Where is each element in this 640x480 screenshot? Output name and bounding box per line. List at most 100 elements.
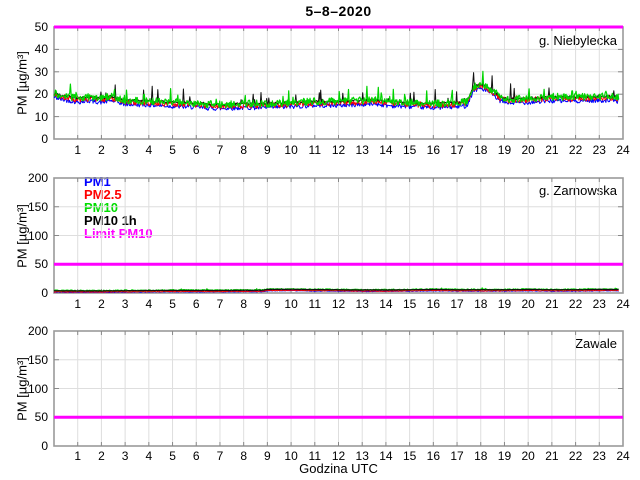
x-tick-label: 17 <box>450 143 464 157</box>
x-tick-label: 14 <box>379 449 393 463</box>
y-tick-label: 200 <box>27 324 48 338</box>
x-tick-label: 2 <box>98 449 105 463</box>
y-tick-label: 40 <box>34 42 48 57</box>
x-tick-label: 13 <box>355 143 369 157</box>
x-tick-label: 21 <box>545 449 559 463</box>
x-tick-label: 1 <box>74 143 82 157</box>
subplot-1-canvas <box>53 25 624 140</box>
y-tick-label: 50 <box>34 410 48 425</box>
x-tick-label: 4 <box>145 449 153 463</box>
x-tick-label: 9 <box>264 143 271 157</box>
x-tick-label: 23 <box>592 449 606 463</box>
x-tick-label: 6 <box>192 449 200 463</box>
x-tick-label: 16 <box>426 143 440 157</box>
x-tick-label: 12 <box>331 449 346 463</box>
x-tick-label: 6 <box>192 143 200 157</box>
x-tick-label: 9 <box>264 449 271 463</box>
y-tick-label: 50 <box>34 257 48 272</box>
x-tick-label: 20 <box>521 297 535 311</box>
x-tick-label: 19 <box>497 297 512 311</box>
x-tick-label: 5 <box>169 143 176 157</box>
y-tick-label: 10 <box>34 109 48 124</box>
x-tick-label: 11 <box>308 449 322 463</box>
x-tick-label: 24 <box>616 449 630 463</box>
x-tick-label: 8 <box>240 449 247 463</box>
series-pm10 <box>53 70 620 109</box>
x-tick-label: 8 <box>240 143 247 157</box>
x-tick-label: 14 <box>379 297 393 311</box>
x-tick-label: 15 <box>402 449 417 463</box>
x-tick-label: 22 <box>568 143 583 157</box>
x-tick-label: 3 <box>121 449 129 463</box>
x-tick-label: 22 <box>568 449 583 463</box>
y-axis-label-1: PM [µg/m³] <box>14 51 30 115</box>
x-tick-label: 24 <box>616 297 630 311</box>
x-tick-label: 8 <box>240 297 247 311</box>
x-tick-label: 2 <box>98 297 105 311</box>
x-tick-label: 15 <box>402 143 417 157</box>
subplot-2-canvas <box>53 177 624 294</box>
x-tick-label: 4 <box>145 143 153 157</box>
x-tick-label: 23 <box>592 143 606 157</box>
x-tick-label: 7 <box>216 449 224 463</box>
y-tick-label: 30 <box>34 64 48 79</box>
legend-item-pm10-1h: PM10 1h <box>84 213 137 228</box>
x-tick-label: 13 <box>355 449 369 463</box>
y-tick-label: 100 <box>27 381 48 396</box>
x-tick-label: 18 <box>474 297 488 311</box>
series-pm2-5 <box>53 289 619 293</box>
y-tick-label: 20 <box>34 87 48 102</box>
x-tick-label: 20 <box>521 449 535 463</box>
x-tick-label: 6 <box>192 297 200 311</box>
x-tick-label: 21 <box>545 297 559 311</box>
x-tick-label: 10 <box>284 449 298 463</box>
x-tick-label: 7 <box>216 143 224 157</box>
x-tick-label: 12 <box>331 297 346 311</box>
x-tick-label: 19 <box>497 449 512 463</box>
y-tick-label: 0 <box>41 132 48 146</box>
x-tick-label: 16 <box>426 297 440 311</box>
y-tick-label: 200 <box>27 171 48 185</box>
x-tick-label: 21 <box>545 143 559 157</box>
x-tick-label: 1 <box>74 449 82 463</box>
x-tick-label: 5 <box>169 297 176 311</box>
station-label-niebylecka: g. Niebylecka <box>538 33 617 48</box>
x-tick-label: 16 <box>426 449 440 463</box>
x-tick-label: 23 <box>592 297 606 311</box>
y-tick-label: 50 <box>34 20 48 34</box>
station-label-zarnowska: g. Zarnowska <box>538 183 617 198</box>
x-tick-label: 13 <box>355 297 369 311</box>
x-tick-label: 17 <box>450 449 464 463</box>
figure-title: 5–8–2020 <box>305 3 372 19</box>
x-tick-label: 3 <box>121 297 129 311</box>
x-tick-label: 18 <box>474 449 488 463</box>
legend-item-pm25: PM2.5 <box>84 187 122 202</box>
x-tick-label: 11 <box>308 297 322 311</box>
x-tick-label: 4 <box>145 297 153 311</box>
x-tick-label: 14 <box>379 143 393 157</box>
x-tick-label: 5 <box>169 449 176 463</box>
series-pm1 <box>53 86 619 111</box>
y-tick-label: 150 <box>27 352 48 367</box>
series-pm10-1h <box>54 288 619 292</box>
x-tick-label: 24 <box>616 143 630 157</box>
y-tick-label: 0 <box>41 439 48 453</box>
x-tick-label: 12 <box>331 143 346 157</box>
x-tick-label: 1 <box>74 297 82 311</box>
x-tick-label: 17 <box>450 297 464 311</box>
x-tick-label: 19 <box>497 143 512 157</box>
x-tick-label: 20 <box>521 143 535 157</box>
x-tick-label: 2 <box>98 143 105 157</box>
x-tick-label: 11 <box>308 143 322 157</box>
x-tick-label: 15 <box>402 297 417 311</box>
subplot-3-canvas <box>53 330 624 447</box>
y-tick-label: 100 <box>27 228 48 243</box>
x-tick-label: 18 <box>474 143 488 157</box>
x-tick-label: 7 <box>216 297 224 311</box>
station-label-zawale: Zawale <box>575 336 617 351</box>
x-tick-label: 22 <box>568 297 583 311</box>
y-tick-label: 0 <box>41 286 48 300</box>
x-tick-label: 10 <box>284 143 298 157</box>
x-tick-label: 3 <box>121 143 129 157</box>
x-tick-label: 9 <box>264 297 271 311</box>
